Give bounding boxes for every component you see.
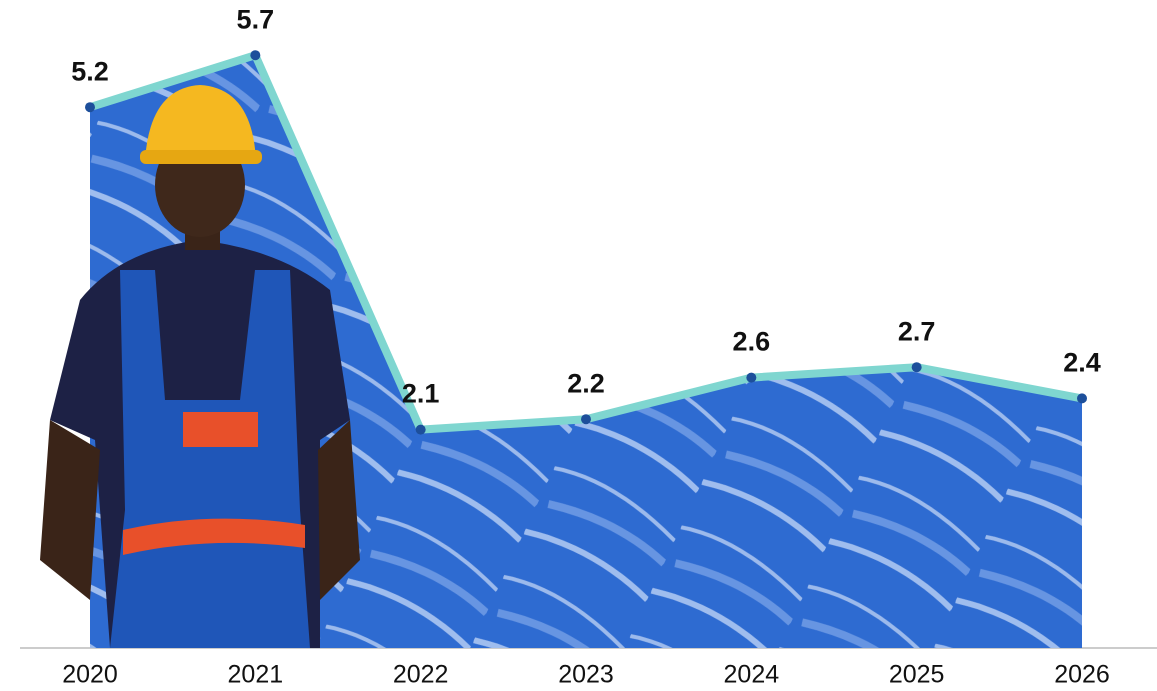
point <box>1077 393 1087 404</box>
point <box>911 362 922 373</box>
x-tick-label: 2022 <box>393 661 449 689</box>
data-label: 2.4 <box>1063 348 1101 378</box>
point <box>85 102 95 113</box>
x-tick-label: 2025 <box>889 661 945 689</box>
worker-photo <box>40 85 360 648</box>
data-label: 2.7 <box>898 316 936 346</box>
data-label: 2.6 <box>733 327 771 357</box>
x-tick-label: 2026 <box>1054 661 1110 689</box>
point <box>415 424 426 435</box>
x-tick-label: 2021 <box>228 661 284 689</box>
point <box>581 414 591 425</box>
x-tick-label: 2024 <box>724 661 780 689</box>
data-label: 5.2 <box>71 56 109 86</box>
point <box>746 372 757 383</box>
data-label: 2.2 <box>567 368 605 398</box>
point <box>250 50 261 61</box>
x-tick-label: 2023 <box>558 661 614 689</box>
data-label: 2.1 <box>402 379 440 409</box>
data-label: 5.7 <box>237 4 275 34</box>
x-tick-label: 2020 <box>62 661 118 689</box>
